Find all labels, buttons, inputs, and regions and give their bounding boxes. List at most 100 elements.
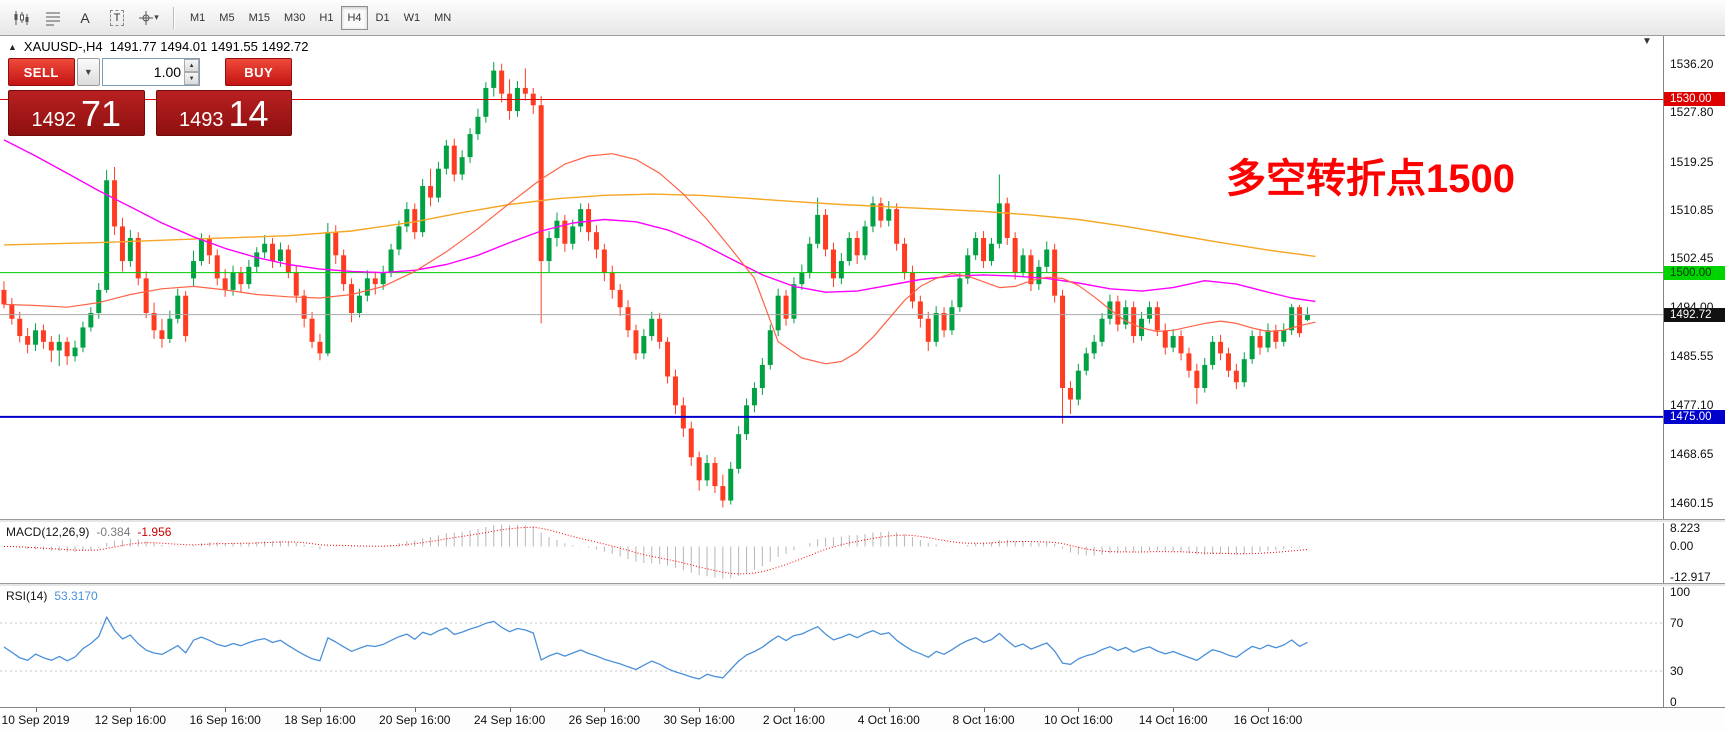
time-tick: 2 Oct 16:00 — [762, 713, 825, 727]
time-tick: 16 Sep 16:00 — [189, 713, 261, 727]
macd-header: MACD(12,26,9) -0.384 -1.956 — [6, 525, 171, 539]
time-tick-mark — [1078, 708, 1080, 712]
chart-header: ▲ XAUUSD-,H4 1491.77 1494.01 1491.55 149… — [8, 39, 308, 54]
timeframe-mn[interactable]: MN — [434, 11, 452, 24]
current-price-price-label: 1492.72 — [1664, 307, 1725, 322]
chevron-down-icon: ▼ — [83, 67, 93, 77]
panel-separator[interactable] — [0, 519, 1725, 523]
timeframe-h1[interactable]: H1 — [319, 11, 334, 24]
chevron-down-icon: ▾ — [154, 12, 159, 22]
timeframe-m5[interactable]: M5 — [219, 11, 235, 24]
time-tick: 20 Sep 16:00 — [379, 713, 451, 727]
timeframe-m1[interactable]: M1 — [190, 11, 206, 24]
time-tick: 4 Oct 16:00 — [857, 713, 920, 727]
time-tick: 8 Oct 16:00 — [952, 713, 1015, 727]
time-tick-mark — [414, 708, 416, 712]
chart-shift-marker-icon: ▼ — [1642, 36, 1652, 47]
rsi-axis-tick: 100 — [1670, 585, 1691, 599]
price-axis[interactable]: 1536.201527.801519.251510.851502.451494.… — [1663, 36, 1725, 731]
symbol-period-label: XAUUSD-,H4 — [23, 39, 103, 54]
price-tick: 1536.20 — [1670, 56, 1714, 71]
panel-separator[interactable] — [0, 583, 1725, 587]
time-tick: 10 Oct 16:00 — [1043, 713, 1113, 727]
one-click-trade-panel: SELL ▼ ▲ ▼ BUY 1492 71 1493 14 — [8, 58, 292, 136]
time-axis[interactable]: 10 Sep 2019 12 Sep 16:00 16 Sep 16:00 18 Se… — [0, 707, 1725, 731]
bid-price-display: 1492 71 — [8, 90, 145, 136]
time-tick: 24 Sep 16:00 — [473, 713, 546, 727]
time-tick-mark — [509, 708, 511, 712]
bid-price-main: 1492 — [31, 109, 76, 131]
price-tick: 1477.10 — [1670, 397, 1714, 412]
price-tick: 1527.80 — [1670, 105, 1714, 120]
time-tick-mark — [793, 708, 795, 712]
time-tick-mark — [699, 708, 701, 712]
ask-price-main: 1493 — [178, 109, 224, 131]
time-tick-mark — [225, 708, 227, 712]
time-tick-mark — [35, 708, 37, 712]
volume-up-icon[interactable]: ▲ — [184, 59, 200, 72]
time-tick: 16 Oct 16:00 — [1233, 713, 1303, 727]
timeframe-w1[interactable]: W1 — [403, 11, 421, 24]
crosshair-tool-icon[interactable]: ▾ — [134, 4, 164, 32]
time-tick: 18 Sep 16:00 — [284, 713, 356, 727]
rsi-title: RSI(14) — [6, 589, 48, 603]
ohlc-values: 1491.77 1494.01 1491.55 1492.72 — [109, 39, 309, 54]
resistance-price-label: 1530.00 — [1664, 92, 1725, 107]
support-price-label: 1475.00 — [1664, 409, 1725, 424]
price-tick: 1468.65 — [1670, 446, 1714, 461]
volume-stepper: ▲ ▼ — [184, 59, 200, 85]
price-tick: 1485.55 — [1670, 348, 1714, 363]
time-tick: 30 Sep 16:00 — [663, 713, 735, 727]
time-tick-mark — [130, 708, 132, 712]
rsi-panel-canvas[interactable] — [0, 587, 1663, 707]
time-tick-mark — [983, 708, 985, 712]
rsi-axis-tick: 0 — [1670, 695, 1677, 709]
toolbar-separator — [173, 6, 175, 29]
indicator-list-icon[interactable] — [38, 4, 68, 32]
price-tick: 1460.15 — [1670, 495, 1714, 510]
ask-price-pips: 14 — [228, 93, 269, 134]
text-label-tool-icon[interactable]: A — [80, 9, 90, 26]
time-tick: 14 Oct 16:00 — [1138, 713, 1208, 727]
rsi-value: 53.3170 — [54, 589, 98, 603]
time-tick-mark — [1173, 708, 1175, 712]
macd-axis-tick: 8.223 — [1670, 521, 1701, 536]
timeframe-bar: M1 M5 M15 M30 H1 H4 D1 W1 MN — [184, 5, 457, 30]
pivot-price-label: 1500.00 — [1664, 265, 1725, 280]
chart-annotation-text: 多空转折点1500 — [1226, 157, 1515, 201]
macd-title: MACD(12,26,9) — [6, 525, 90, 539]
macd-panel-canvas[interactable] — [0, 523, 1663, 583]
price-tick: 1519.25 — [1670, 154, 1714, 169]
template-tool-icon[interactable]: T — [102, 4, 132, 32]
timeframe-m30[interactable]: M30 — [283, 11, 306, 24]
macd-value-signal: -1.956 — [137, 525, 172, 539]
macd-value-main: -0.384 — [96, 525, 131, 539]
time-tick-mark — [604, 708, 606, 712]
price-tick: 1502.45 — [1670, 251, 1714, 266]
macd-axis-tick: 0.00 — [1670, 539, 1694, 554]
time-tick: 10 Sep 2019 — [1, 713, 70, 727]
timeframe-m15[interactable]: M15 — [248, 11, 270, 24]
ask-price-display: 1493 14 — [155, 90, 292, 136]
main-chart-canvas[interactable] — [0, 36, 1663, 519]
price-tick: 1510.85 — [1670, 202, 1714, 217]
sell-button[interactable]: SELL — [8, 58, 75, 86]
time-tick: 26 Sep 16:00 — [568, 713, 641, 727]
candlestick-chart-icon[interactable] — [6, 4, 36, 32]
chart-window: ▼ ▲ XAUUSD-,H4 1491.77 1494.01 1491.55 1… — [0, 36, 1725, 731]
volume-input[interactable] — [102, 58, 201, 86]
bid-price-pips: 71 — [80, 93, 122, 134]
one-click-toggle-icon[interactable]: ▲ — [8, 41, 17, 52]
timeframe-d1[interactable]: D1 — [375, 11, 390, 24]
rsi-axis-tick: 30 — [1670, 664, 1684, 678]
timeframe-h4[interactable]: H4 — [341, 5, 368, 30]
order-type-dropdown[interactable]: ▼ — [76, 58, 101, 86]
template-tool-letter: T — [109, 9, 125, 26]
time-tick: 12 Sep 16:00 — [94, 713, 167, 727]
volume-down-icon[interactable]: ▼ — [184, 72, 200, 85]
buy-button[interactable]: BUY — [225, 58, 292, 86]
rsi-header: RSI(14) 53.3170 — [6, 589, 98, 603]
time-tick-mark — [319, 708, 321, 712]
macd-axis-tick: -12.917 — [1670, 570, 1711, 585]
